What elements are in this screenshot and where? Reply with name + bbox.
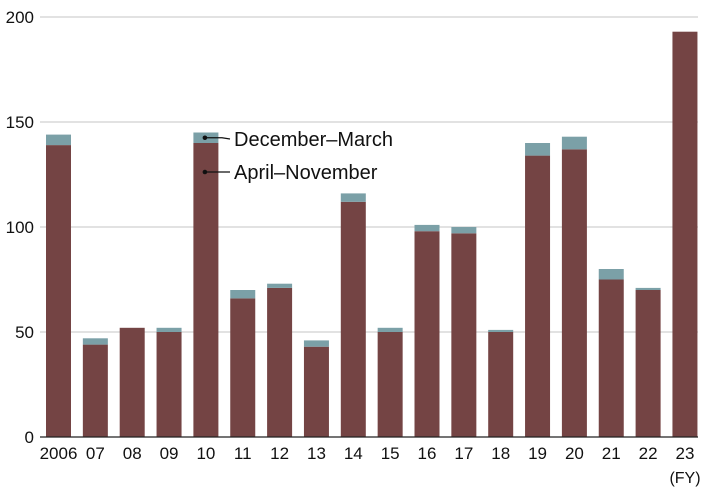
bar-december-march-19 bbox=[525, 143, 551, 156]
x-tick-label: 20 bbox=[565, 444, 584, 463]
bar-december-march-2006 bbox=[46, 134, 71, 146]
x-tick-label: 22 bbox=[639, 444, 658, 463]
x-tick-label: 19 bbox=[528, 444, 547, 463]
bar-april-november-16 bbox=[414, 231, 440, 437]
bar-april-november-11 bbox=[230, 298, 256, 437]
y-tick-label: 200 bbox=[6, 8, 34, 27]
x-tick-label: 12 bbox=[270, 444, 289, 463]
x-tick-label: 13 bbox=[307, 444, 326, 463]
x-tick-label: 17 bbox=[454, 444, 473, 463]
bar-april-november-23 bbox=[672, 31, 698, 437]
y-tick-label: 0 bbox=[25, 428, 34, 447]
bar-april-november-20 bbox=[561, 149, 587, 438]
x-tick-label: 07 bbox=[86, 444, 105, 463]
bar-december-march-21 bbox=[598, 269, 624, 280]
x-tick-label: 16 bbox=[418, 444, 437, 463]
bar-december-march-18 bbox=[488, 329, 514, 332]
bar-april-november-08 bbox=[119, 327, 145, 437]
bar-april-november-17 bbox=[451, 233, 477, 437]
x-tick-label: 18 bbox=[491, 444, 510, 463]
x-tick-label: 09 bbox=[160, 444, 179, 463]
y-tick-label: 100 bbox=[6, 218, 34, 237]
x-tick-label: 21 bbox=[602, 444, 621, 463]
bar-december-march-16 bbox=[414, 224, 440, 232]
bar-december-march-07 bbox=[82, 338, 108, 345]
y-tick-label: 50 bbox=[15, 323, 34, 342]
bar-april-november-14 bbox=[340, 201, 366, 437]
x-axis-unit-label: (FY) bbox=[669, 470, 700, 487]
x-tick-label: 14 bbox=[344, 444, 363, 463]
x-tick-label: 2006 bbox=[40, 444, 78, 463]
legend-pointer-line bbox=[204, 137, 231, 140]
x-tick-label: 15 bbox=[381, 444, 400, 463]
x-axis-ticks: 2006 07 08 09 10 11 12 13 14 15 16 17 18 19 20 21 22 23 bbox=[40, 444, 695, 463]
legend-label-december-march: December–March bbox=[234, 129, 393, 151]
bar-april-november-09 bbox=[156, 332, 182, 437]
x-tick-label: 08 bbox=[123, 444, 142, 463]
bar-april-november-15 bbox=[377, 332, 403, 437]
bar-december-march-11 bbox=[230, 290, 256, 299]
bar-december-march-14 bbox=[340, 193, 366, 202]
bars bbox=[46, 31, 698, 438]
gridlines bbox=[40, 16, 698, 333]
bar-april-november-22 bbox=[635, 290, 661, 437]
bar-april-november-10 bbox=[193, 143, 219, 437]
bar-december-march-17 bbox=[451, 227, 477, 234]
bar-december-march-20 bbox=[561, 136, 587, 150]
bar-april-november-13 bbox=[303, 346, 329, 437]
bar-december-march-12 bbox=[267, 283, 293, 288]
bar-april-november-2006 bbox=[46, 145, 71, 437]
bar-december-march-09 bbox=[156, 327, 182, 332]
bar-april-november-18 bbox=[488, 332, 514, 437]
bar-april-november-07 bbox=[82, 344, 108, 437]
bar-april-november-19 bbox=[525, 155, 551, 437]
bar-april-november-12 bbox=[267, 287, 293, 437]
y-axis-ticks: 0 50 100 150 200 bbox=[6, 8, 34, 447]
bar-december-march-15 bbox=[377, 327, 403, 332]
y-tick-label: 150 bbox=[6, 113, 34, 132]
bar-december-march-22 bbox=[635, 287, 661, 290]
x-tick-label: 23 bbox=[675, 444, 694, 463]
legend-label-april-november: April–November bbox=[234, 162, 378, 184]
bar-april-november-21 bbox=[598, 279, 624, 437]
bar-december-march-13 bbox=[303, 340, 329, 347]
x-tick-label: 10 bbox=[196, 444, 215, 463]
x-tick-label: 11 bbox=[234, 444, 252, 463]
legend: December–March April–November bbox=[202, 129, 393, 184]
